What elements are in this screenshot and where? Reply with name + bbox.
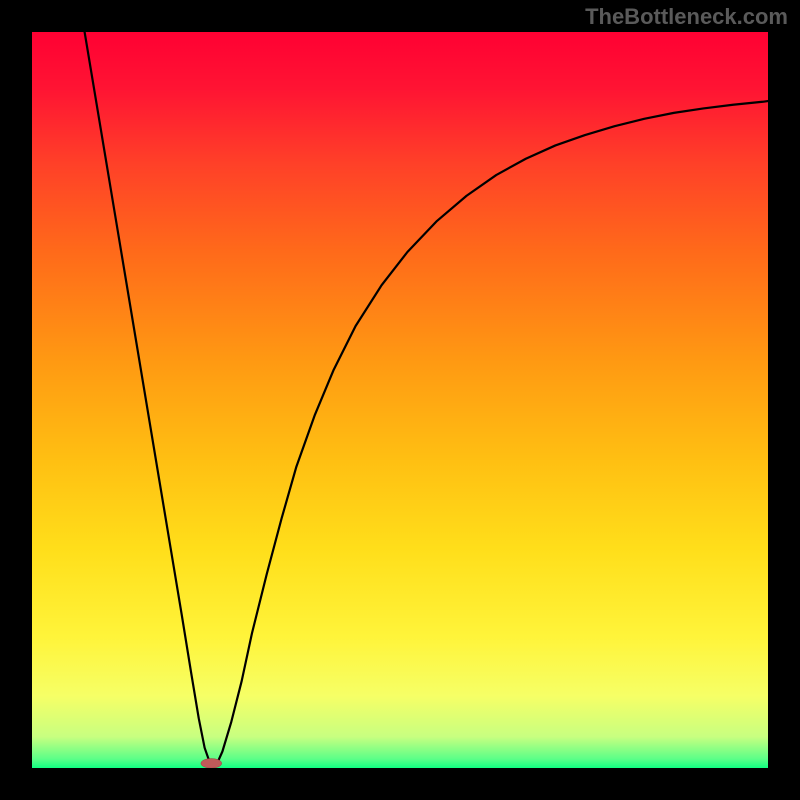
gradient-background (30, 30, 770, 770)
minimum-marker (201, 759, 222, 769)
watermark-text: TheBottleneck.com (585, 4, 788, 30)
chart-stage: TheBottleneck.com (0, 0, 800, 800)
bottleneck-curve-chart (0, 0, 800, 800)
